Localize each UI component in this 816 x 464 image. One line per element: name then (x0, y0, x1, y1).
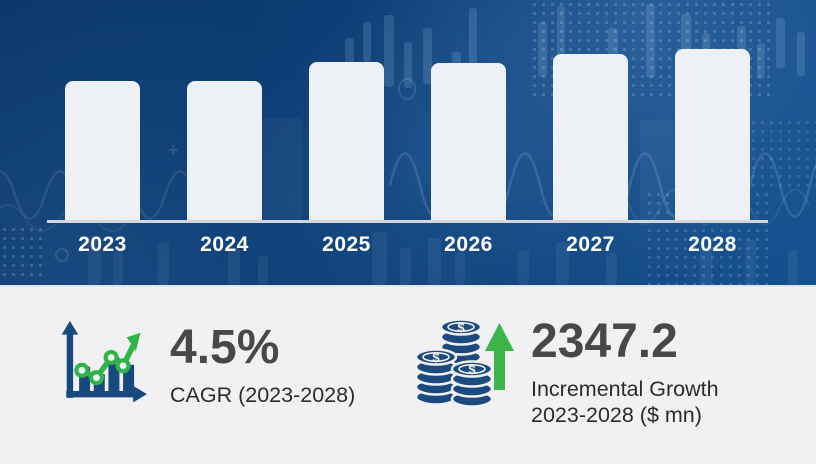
background-decoration (700, 246, 712, 285)
dollar-sign: $ (457, 320, 465, 335)
background-decoration (455, 252, 465, 285)
background-decoration (640, 120, 674, 223)
incremental-growth-stat: $ $ $ (415, 313, 719, 428)
stats-panel: 4.5% CAGR (2023-2028) $ (0, 285, 816, 464)
incremental-growth-label-line1: Incremental Growth (531, 377, 719, 402)
up-arrow-icon (485, 323, 514, 390)
background-decoration (556, 242, 569, 285)
cagr-stat: 4.5% CAGR (2023-2028) (56, 319, 355, 408)
year-label-2027: 2027 (566, 233, 615, 256)
year-label-2023: 2023 (78, 233, 127, 256)
background-decoration (113, 252, 123, 285)
background-decoration (757, 43, 765, 79)
background-decoration (0, 225, 45, 280)
incremental-growth-label-line2: 2023-2028 ($ mn) (531, 403, 702, 428)
background-decoration (88, 236, 101, 285)
bar-2025 (309, 62, 384, 220)
growth-trend-line (74, 332, 141, 386)
background-decoration (363, 22, 371, 62)
background-decoration (518, 250, 529, 285)
background-decoration (797, 32, 805, 76)
background-decoration (258, 256, 268, 285)
ring-decoration (55, 248, 69, 262)
background-decoration (776, 18, 785, 68)
background-decoration (423, 28, 432, 84)
background-decoration (740, 118, 816, 190)
bar-2027 (553, 54, 628, 220)
coin-stack-left: $ (415, 348, 458, 406)
plus-decoration: + (168, 140, 179, 160)
background-decoration (404, 42, 412, 88)
bar-series: 2023 2024 2025 2026 2027 2028 (65, 49, 750, 256)
bar-2023 (65, 81, 140, 220)
growth-chart-icon (61, 320, 147, 403)
cagr-value: 4.5% (170, 321, 280, 374)
background-decoration (428, 238, 441, 285)
bar-column-2023: 2023 (65, 81, 140, 256)
bar-2028 (675, 49, 750, 220)
bar-column-2024: 2024 (187, 81, 262, 256)
incremental-growth-label: Incremental Growth 2023-2028 ($ mn) (531, 376, 719, 428)
background-decoration (681, 14, 691, 72)
bar-column-2028: 2028 (675, 49, 750, 256)
background-decoration (606, 253, 617, 285)
dollar-sign: $ (432, 350, 440, 365)
background-decoration (158, 243, 169, 285)
background-decoration (646, 4, 655, 78)
bar-column-2027: 2027 (553, 54, 628, 256)
background-decoration (228, 248, 240, 285)
year-label-2028: 2028 (688, 233, 737, 256)
market-chart-hero: + 2023 2024 2025 2026 2027 2028 (0, 0, 816, 285)
trend-arrowhead-icon (126, 332, 141, 352)
background-decoration (400, 248, 411, 285)
bar-column-2025: 2025 (309, 62, 384, 256)
background-decoration (745, 240, 756, 285)
bar-column-2026: 2026 (431, 63, 506, 256)
dollar-sign: $ (468, 362, 476, 377)
bar-2024 (187, 81, 262, 220)
background-decoration (384, 15, 394, 87)
year-label-2026: 2026 (444, 233, 493, 256)
cagr-label: CAGR (2023-2028) (170, 383, 356, 408)
background-decoration (538, 22, 547, 77)
year-label-2024: 2024 (200, 233, 249, 256)
background-decoration (788, 250, 798, 285)
chart-axes (61, 320, 147, 403)
year-label-2025: 2025 (322, 233, 371, 256)
coin-stacks-icon: $ $ $ (415, 318, 514, 408)
bar-2026 (431, 63, 506, 220)
background-decoration (737, 26, 746, 68)
coin-stack-front: $ (450, 360, 494, 408)
background-decoration (262, 118, 302, 223)
incremental-growth-value: 2347.2 (531, 315, 678, 368)
background-decoration (469, 8, 477, 86)
bar-chart: 2023 2024 2025 2026 2027 2028 (47, 0, 768, 256)
background-decoration (557, 6, 565, 68)
background-decoration (608, 28, 618, 78)
ring-decoration (398, 78, 416, 100)
background-decoration (372, 232, 387, 285)
